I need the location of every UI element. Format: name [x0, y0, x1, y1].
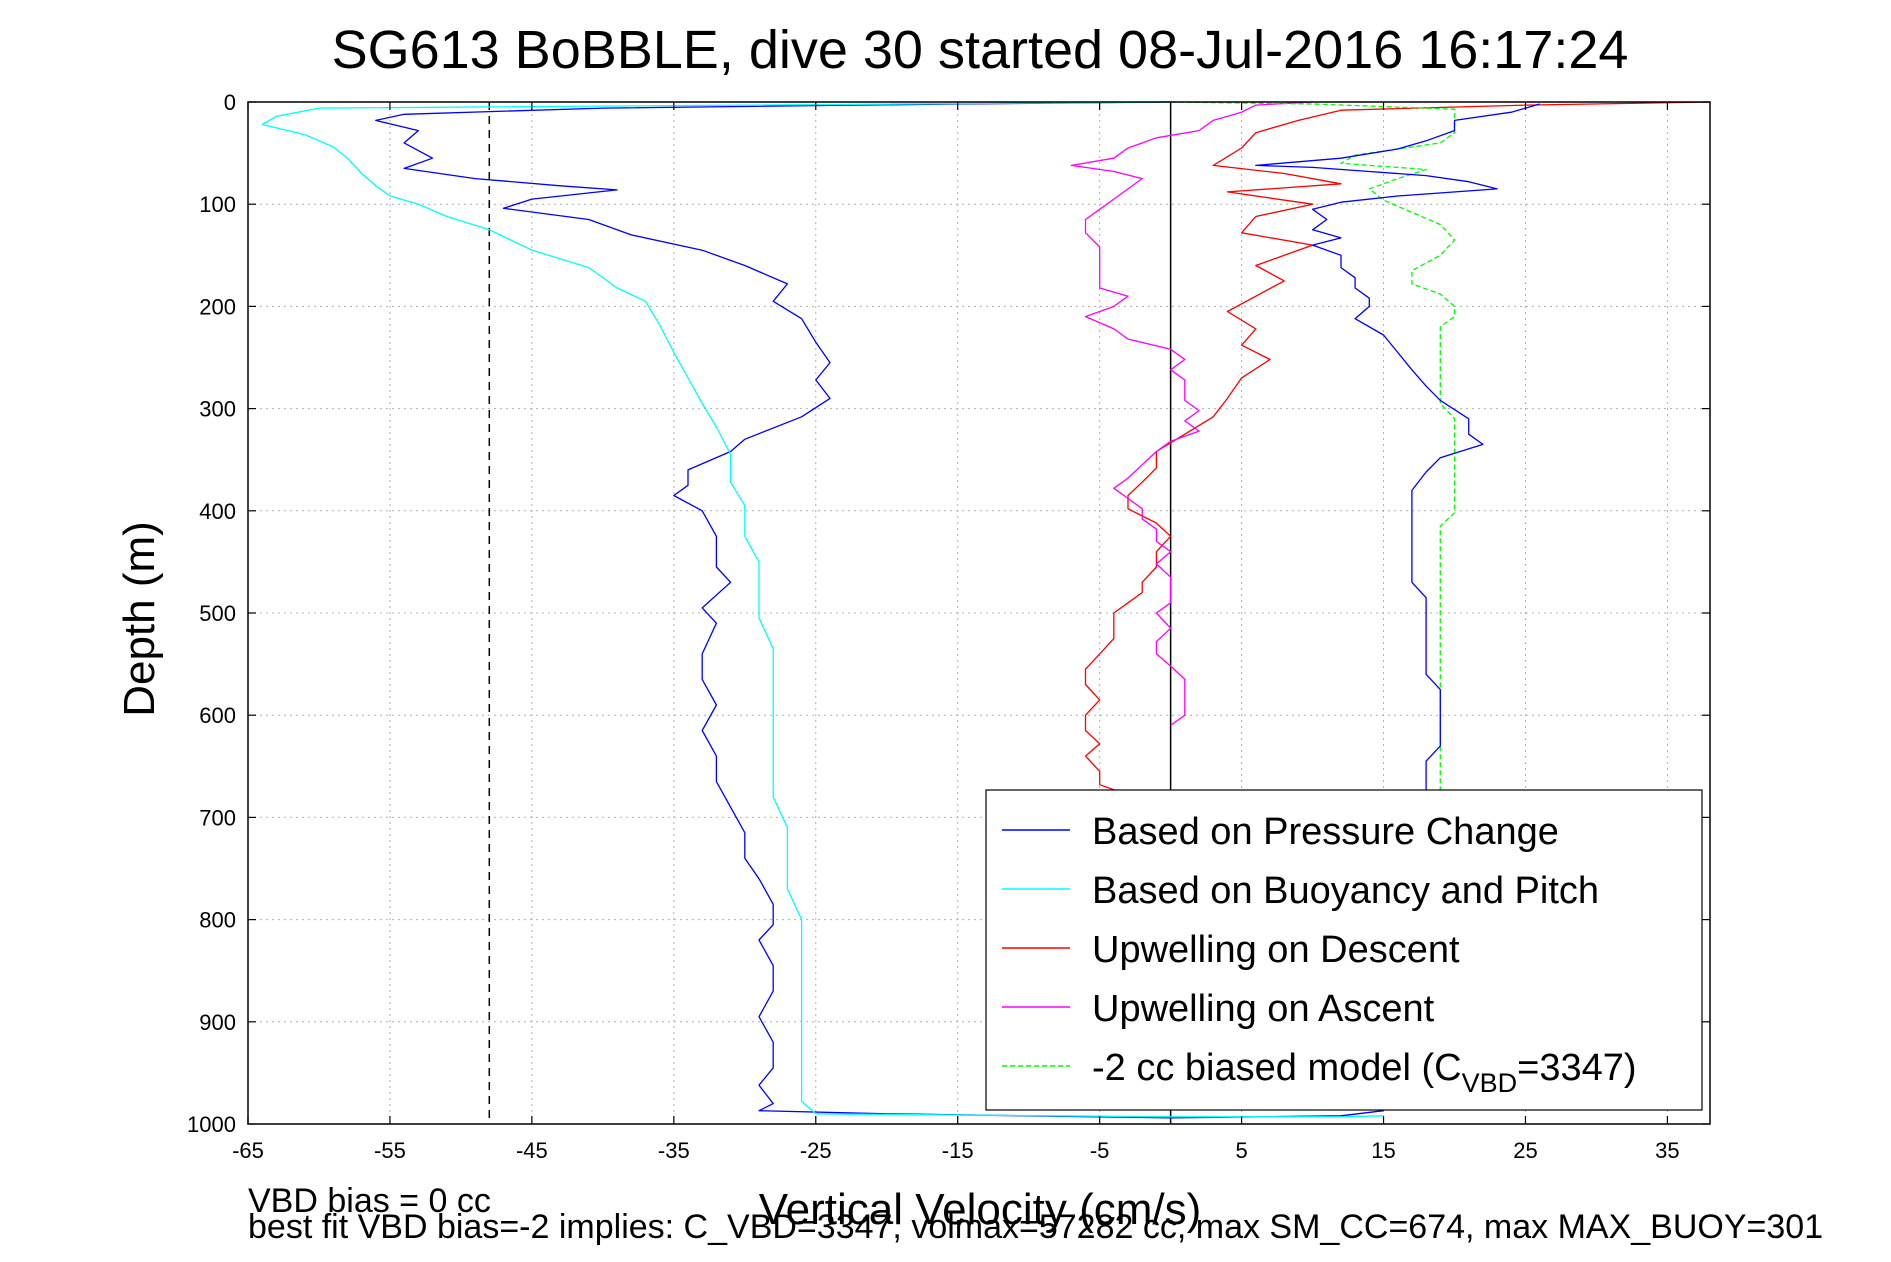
series-line — [375, 101, 1384, 1119]
y-tick-label: 200 — [199, 294, 236, 319]
series-line — [1255, 103, 1540, 795]
series-line — [1170, 101, 1456, 797]
x-tick-label: -5 — [1090, 1138, 1110, 1163]
footer-best-fit-note: best fit VBD bias=-2 implies: C_VBD=3347… — [248, 1208, 1824, 1246]
legend: Based on Pressure Change Based on Buoyanc… — [985, 789, 1703, 1111]
series-line — [1070, 101, 1313, 726]
y-axis: 0 100 200 300 400 500 600 700 800 900 1000 — [187, 90, 1710, 1137]
legend-label: Based on Buoyancy and Pitch — [1092, 870, 1599, 912]
y-tick-label: 1000 — [187, 1112, 236, 1137]
legend-label: -2 cc biased model (CVBD=3347) — [1092, 1047, 1637, 1098]
y-tick-label: 700 — [199, 805, 236, 830]
chart-title: SG613 BoBBLE, dive 30 started 08-Jul-201… — [332, 20, 1629, 80]
y-tick-label: 100 — [199, 192, 236, 217]
x-tick-label: 35 — [1655, 1138, 1679, 1163]
legend-label: Based on Pressure Change — [1092, 811, 1559, 853]
y-tick-label: 500 — [199, 601, 236, 626]
series-lines — [261, 101, 1711, 1119]
y-axis-label: Depth (m) — [115, 521, 164, 717]
x-tick-label: 25 — [1513, 1138, 1537, 1163]
x-tick-label: -15 — [942, 1138, 974, 1163]
legend-label: Upwelling on Descent — [1092, 929, 1460, 971]
footer-bias-note: VBD bias = 0 cc — [248, 1182, 491, 1220]
x-tick-label: -35 — [658, 1138, 690, 1163]
x-axis: -65 -55 -45 -35 -25 -15 -5 5 15 25 35 — [232, 102, 1680, 1163]
x-tick-label: 5 — [1235, 1138, 1247, 1163]
series-line — [1084, 101, 1711, 796]
x-tick-label: -65 — [232, 1138, 264, 1163]
y-tick-label: 800 — [199, 908, 236, 933]
y-tick-label: 0 — [224, 90, 236, 115]
y-tick-label: 300 — [199, 397, 236, 422]
x-axis-label: Vertical Velocity (cm/s) — [759, 1185, 1202, 1234]
y-tick-label: 900 — [199, 1010, 236, 1035]
series-line — [261, 101, 1384, 1118]
legend-label: Upwelling on Ascent — [1092, 988, 1435, 1030]
x-tick-label: 15 — [1371, 1138, 1395, 1163]
x-tick-label: -45 — [516, 1138, 548, 1163]
y-tick-label: 400 — [199, 499, 236, 524]
y-tick-label: 600 — [199, 703, 236, 728]
x-tick-label: -25 — [800, 1138, 832, 1163]
x-tick-label: -55 — [374, 1138, 406, 1163]
legend-box — [985, 789, 1703, 1111]
